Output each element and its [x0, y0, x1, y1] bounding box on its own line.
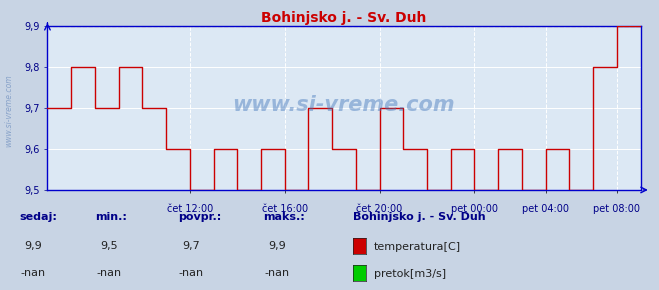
- Text: www.si-vreme.com: www.si-vreme.com: [4, 74, 13, 146]
- Text: -nan: -nan: [179, 267, 204, 278]
- Text: sedaj:: sedaj:: [20, 212, 57, 222]
- Text: 9,5: 9,5: [100, 241, 117, 251]
- Text: pretok[m3/s]: pretok[m3/s]: [374, 269, 445, 279]
- Text: maks.:: maks.:: [264, 212, 305, 222]
- Text: -nan: -nan: [20, 267, 45, 278]
- Text: pet 00:00: pet 00:00: [451, 204, 498, 214]
- Title: Bohinjsko j. - Sv. Duh: Bohinjsko j. - Sv. Duh: [262, 11, 426, 25]
- Text: čet 12:00: čet 12:00: [167, 204, 213, 214]
- Text: min.:: min.:: [96, 212, 127, 222]
- Text: pet 04:00: pet 04:00: [522, 204, 569, 214]
- Text: čet 20:00: čet 20:00: [357, 204, 403, 214]
- Text: pet 08:00: pet 08:00: [593, 204, 641, 214]
- Text: temperatura[C]: temperatura[C]: [374, 242, 461, 251]
- Text: 9,7: 9,7: [183, 241, 200, 251]
- Text: Bohinjsko j. - Sv. Duh: Bohinjsko j. - Sv. Duh: [353, 212, 485, 222]
- Text: -nan: -nan: [264, 267, 289, 278]
- Text: povpr.:: povpr.:: [178, 212, 221, 222]
- Text: 9,9: 9,9: [24, 241, 42, 251]
- Text: -nan: -nan: [96, 267, 121, 278]
- Text: čet 16:00: čet 16:00: [262, 204, 308, 214]
- Text: 9,9: 9,9: [268, 241, 285, 251]
- Text: www.si-vreme.com: www.si-vreme.com: [233, 95, 455, 115]
